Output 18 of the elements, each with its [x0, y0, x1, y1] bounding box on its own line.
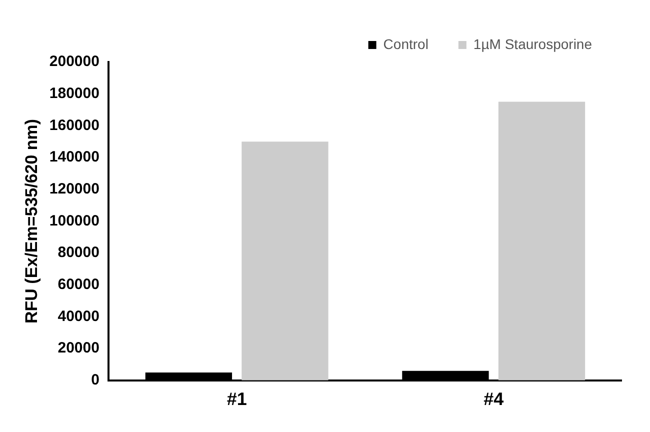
bar	[242, 142, 328, 380]
legend-label: Control	[383, 36, 428, 52]
x-tick-label: #1	[226, 389, 247, 410]
y-tick-label: 160000	[49, 116, 100, 134]
x-tick-label: #4	[484, 389, 504, 410]
y-tick-label: 200000	[49, 53, 100, 70]
y-tick-label: 100000	[49, 212, 100, 230]
y-axis-title: RFU (Ex/Em=535/620 nm)	[22, 118, 41, 324]
y-tick-label: 180000	[49, 84, 100, 102]
y-tick-label: 40000	[58, 308, 100, 325]
y-tick-label: 0	[91, 372, 100, 389]
bar	[498, 102, 586, 380]
y-tick-label: 140000	[49, 148, 100, 166]
y-tick-label: 80000	[58, 244, 100, 262]
y-tick-label: 20000	[58, 340, 100, 357]
legend-label: 1µM Staurosporine	[473, 36, 592, 52]
y-tick-label: 60000	[58, 276, 100, 294]
y-tick-label: 120000	[49, 180, 100, 198]
